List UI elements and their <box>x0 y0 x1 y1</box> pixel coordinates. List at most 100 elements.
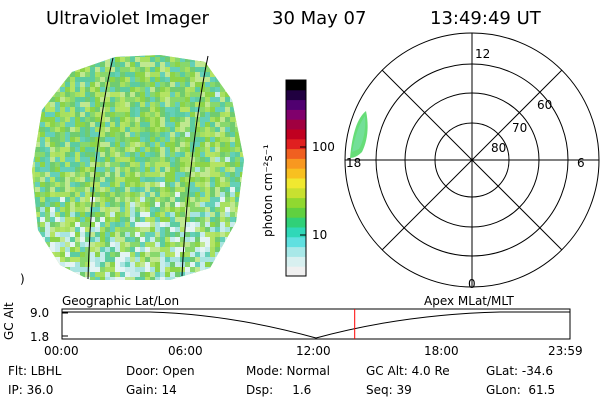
image-pixel <box>35 187 40 192</box>
image-pixel <box>240 247 244 252</box>
image-pixel <box>160 62 165 67</box>
image-pixel <box>240 262 244 267</box>
image-pixel <box>245 97 250 102</box>
image-pixel <box>85 177 90 182</box>
image-pixel <box>160 262 165 267</box>
image-pixel <box>40 232 45 237</box>
image-pixel <box>105 282 110 287</box>
image-pixel <box>210 167 215 172</box>
image-pixel <box>175 282 180 287</box>
image-pixel <box>170 147 175 152</box>
image-pixel <box>135 272 140 277</box>
image-pixel <box>170 72 175 77</box>
image-pixel <box>205 267 210 272</box>
image-pixel <box>140 187 145 192</box>
longitude-line <box>87 57 114 280</box>
image-pixel <box>175 172 180 177</box>
image-pixel <box>245 162 250 167</box>
image-pixel <box>60 257 65 262</box>
image-pixel <box>150 242 155 247</box>
image-pixel <box>230 257 235 262</box>
image-pixel <box>210 272 215 277</box>
image-pixel <box>155 77 160 82</box>
image-pixel <box>32 262 35 267</box>
image-pixel <box>120 252 125 257</box>
image-pixel <box>185 187 190 192</box>
image-pixel <box>170 207 175 212</box>
image-pixel <box>140 142 145 147</box>
image-pixel <box>40 162 45 167</box>
image-pixel <box>75 247 80 252</box>
image-pixel <box>55 92 60 97</box>
image-pixel <box>130 272 135 277</box>
image-pixel <box>180 55 185 57</box>
image-pixel <box>120 247 125 252</box>
image-pixel <box>185 67 190 72</box>
image-pixel <box>160 127 165 132</box>
image-pixel <box>32 207 35 212</box>
image-pixel <box>60 207 65 212</box>
image-pixel <box>40 142 45 147</box>
image-pixel <box>65 117 70 122</box>
image-pixel <box>125 82 130 87</box>
image-pixel <box>100 202 105 207</box>
image-pixel <box>75 217 80 222</box>
image-pixel <box>50 142 55 147</box>
image-pixel <box>210 232 215 237</box>
image-pixel <box>32 142 35 147</box>
image-pixel <box>180 282 185 287</box>
image-pixel <box>115 82 120 87</box>
image-pixel <box>65 57 70 62</box>
image-pixel <box>220 137 225 142</box>
image-pixel <box>245 212 250 217</box>
image-pixel <box>32 97 35 102</box>
image-pixel <box>125 177 130 182</box>
image-pixel <box>145 142 150 147</box>
image-pixel <box>32 192 35 197</box>
image-pixel <box>40 102 45 107</box>
image-pixel <box>90 202 95 207</box>
image-pixel <box>115 152 120 157</box>
image-pixel <box>120 82 125 87</box>
time-tick-label: 12:00 <box>296 344 331 358</box>
image-pixel <box>220 172 225 177</box>
image-pixel <box>215 57 220 62</box>
image-pixel <box>95 187 100 192</box>
image-pixel <box>160 172 165 177</box>
image-pixel <box>65 242 70 247</box>
image-pixel <box>135 127 140 132</box>
image-pixel <box>115 92 120 97</box>
image-pixel <box>95 72 100 77</box>
image-pixel <box>225 182 230 187</box>
image-pixel <box>215 182 220 187</box>
image-pixel <box>110 197 115 202</box>
image-pixel <box>115 137 120 142</box>
image-pixel <box>235 267 240 272</box>
altitude-axis-label: GC Alt <box>2 302 16 340</box>
image-pixel <box>75 67 80 72</box>
image-pixel <box>35 157 40 162</box>
image-pixel <box>200 142 205 147</box>
image-pixel <box>220 162 225 167</box>
image-pixel <box>215 147 220 152</box>
image-pixel <box>160 72 165 77</box>
image-pixel <box>170 132 175 137</box>
image-pixel <box>32 62 35 67</box>
image-pixel <box>45 272 50 277</box>
image-pixel <box>130 152 135 157</box>
image-pixel <box>40 227 45 232</box>
image-pixel <box>205 147 210 152</box>
image-pixel <box>140 202 145 207</box>
image-pixel <box>165 167 170 172</box>
image-pixel <box>90 282 95 287</box>
image-pixel <box>195 77 200 82</box>
image-pixel <box>35 277 40 280</box>
image-pixel <box>170 267 175 272</box>
image-pixel <box>50 277 55 280</box>
image-pixel <box>165 142 170 147</box>
image-pixel <box>140 282 145 287</box>
image-pixel <box>185 72 190 77</box>
image-pixel <box>35 262 40 267</box>
image-pixel <box>125 167 130 172</box>
image-pixel <box>205 152 210 157</box>
